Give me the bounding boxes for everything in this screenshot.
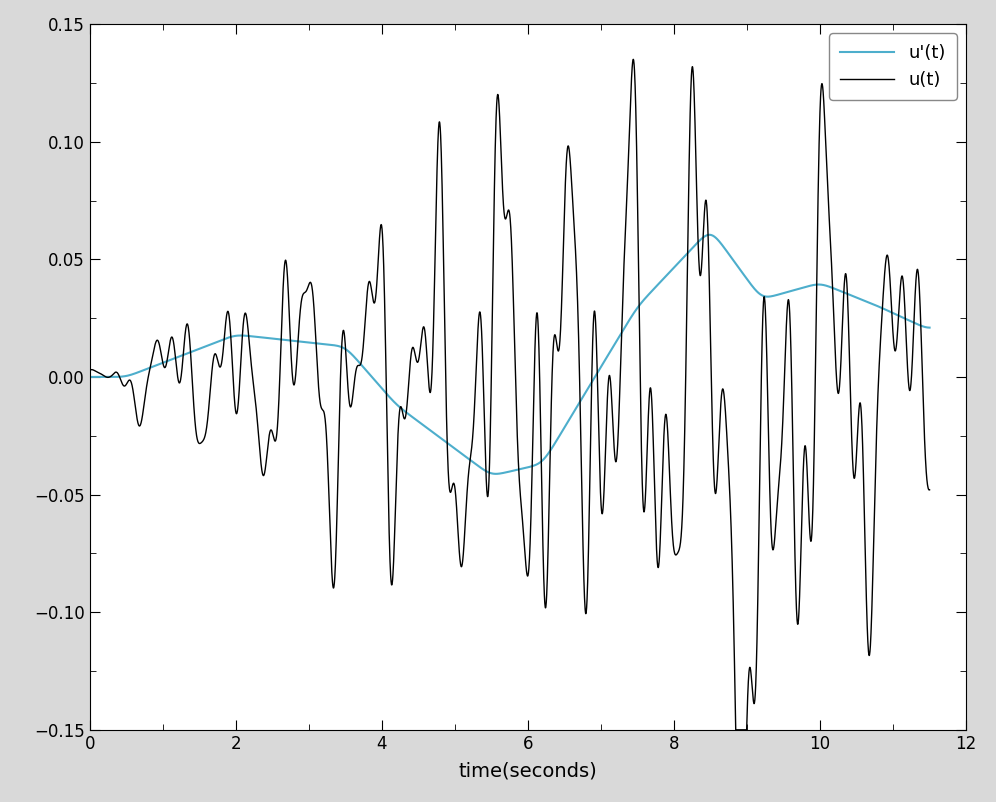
u'(t): [898, 314, 910, 323]
u'(t): [443, 439, 455, 449]
u'(t): [694, 235, 706, 245]
u'(t): [483, 468, 495, 477]
u(t): [694, 270, 706, 280]
u(t): [730, 725, 742, 735]
u(t): [923, 485, 935, 495]
u(t): [857, 433, 869, 443]
Legend: u'(t), u(t): u'(t), u(t): [830, 33, 957, 99]
u'(t): [84, 372, 96, 382]
u(t): [483, 481, 495, 491]
u'(t): [923, 323, 935, 333]
u(t): [898, 290, 910, 300]
u'(t): [436, 435, 448, 444]
u'(t): [857, 295, 869, 305]
Line: u(t): u(t): [90, 59, 929, 730]
u(t): [443, 482, 455, 492]
u(t): [627, 55, 639, 64]
u'(t): [490, 469, 502, 479]
u(t): [436, 200, 448, 210]
u'(t): [703, 230, 715, 240]
u(t): [84, 366, 96, 375]
Line: u'(t): u'(t): [90, 235, 929, 474]
X-axis label: time(seconds): time(seconds): [458, 761, 598, 780]
